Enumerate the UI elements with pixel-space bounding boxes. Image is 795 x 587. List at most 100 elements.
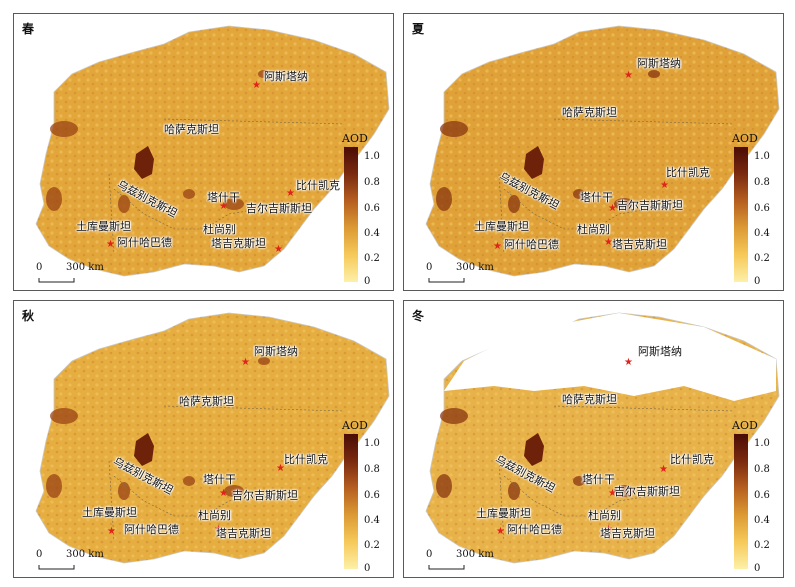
country-label-turkmenistan: 土库曼斯坦 bbox=[76, 220, 131, 233]
map-panel: 夏 ★ 阿斯塔纳 哈萨克斯坦 ★ 比什凯克 乌兹别克斯坦 ★ 塔什干 吉尔吉斯斯… bbox=[403, 13, 784, 291]
country-label-turkmenistan: 土库曼斯坦 bbox=[82, 506, 137, 519]
high-aod-area bbox=[614, 485, 634, 497]
legend-tick: 0.2 bbox=[364, 253, 380, 264]
capital-star-icon: ★ bbox=[604, 524, 613, 535]
country-label-kyrgyzstan: 吉尔吉斯斯坦 bbox=[617, 199, 683, 212]
map-panel: 冬 ★ 阿斯塔纳 哈萨克斯坦 ★ 比什凯克 乌兹别克斯坦 ★ 塔什干 吉尔吉斯斯… bbox=[403, 300, 784, 578]
legend-colorbar bbox=[344, 434, 358, 569]
legend-tick: 0.6 bbox=[754, 490, 770, 501]
scale-zero-label: 0 bbox=[426, 262, 433, 273]
capital-star-icon: ★ bbox=[286, 188, 295, 199]
map-panel: 春 ★ 阿斯塔纳 哈萨克斯坦 ★ 比什凯克 乌兹别克斯坦 ★ 塔什干 吉尔吉斯斯… bbox=[13, 13, 394, 291]
map-panel: 秋 ★ 阿斯塔纳 哈萨克斯坦 ★ 比什凯克 乌兹别克斯坦 ★ 塔什干 吉尔吉斯斯… bbox=[13, 300, 394, 578]
aod-map bbox=[35, 25, 390, 283]
country-label-kazakhstan: 哈萨克斯坦 bbox=[562, 393, 617, 406]
legend-tick: 1.0 bbox=[754, 151, 770, 162]
city-label-dushanbe: 杜尚别 bbox=[203, 223, 236, 236]
high-aod-area bbox=[614, 198, 634, 210]
capital-star-icon: ★ bbox=[659, 464, 668, 475]
scale-distance-label: 300 km bbox=[66, 262, 104, 273]
capital-star-icon: ★ bbox=[624, 357, 633, 368]
scale-bar bbox=[428, 565, 465, 570]
season-label: 冬 bbox=[412, 309, 425, 323]
country-label-tajikistan: 塔吉克斯坦 bbox=[600, 527, 655, 540]
legend-colorbar bbox=[734, 147, 748, 282]
city-label-ashgabat: 阿什哈巴德 bbox=[504, 238, 559, 251]
capital-star-icon: ★ bbox=[219, 488, 228, 499]
legend-tick: 1.0 bbox=[364, 438, 380, 449]
scale-distance-label: 300 km bbox=[66, 549, 104, 560]
city-label-bishkek: 比什凯克 bbox=[666, 166, 710, 179]
legend-tick: 0.8 bbox=[754, 177, 770, 188]
high-aod-area bbox=[258, 70, 270, 78]
legend-tick: 1.0 bbox=[364, 151, 380, 162]
legend-colorbar bbox=[734, 434, 748, 569]
city-label-dushanbe: 杜尚别 bbox=[198, 509, 231, 522]
country-label-turkmenistan: 土库曼斯坦 bbox=[474, 220, 529, 233]
legend-tick: 0.6 bbox=[364, 490, 380, 501]
capital-star-icon: ★ bbox=[252, 80, 261, 91]
high-aod-area bbox=[440, 408, 468, 424]
legend-tick: 0 bbox=[364, 563, 371, 574]
country-label-tajikistan: 塔吉克斯坦 bbox=[216, 527, 271, 540]
legend-tick: 0.2 bbox=[754, 540, 770, 551]
no-data-region bbox=[444, 313, 776, 401]
legend-tick: 0 bbox=[754, 563, 761, 574]
legend-title: AOD bbox=[342, 132, 368, 145]
city-label-astana: 阿斯塔纳 bbox=[264, 70, 308, 83]
country-label-kyrgyzstan: 吉尔吉斯斯坦 bbox=[232, 489, 298, 502]
high-aod-area bbox=[224, 485, 244, 497]
city-label-tashkent: 塔什干 bbox=[582, 473, 615, 486]
aral-sea-region bbox=[524, 433, 544, 466]
scale-distance-label: 300 km bbox=[456, 262, 494, 273]
city-label-ashgabat: 阿什哈巴德 bbox=[117, 236, 172, 249]
high-aod-area bbox=[436, 187, 452, 211]
city-label-tashkent: 塔什干 bbox=[207, 191, 240, 204]
country-label-kyrgyzstan: 吉尔吉斯斯坦 bbox=[614, 485, 680, 498]
capital-star-icon: ★ bbox=[608, 203, 617, 214]
capital-star-icon: ★ bbox=[106, 239, 115, 250]
aod-map bbox=[35, 312, 390, 570]
city-label-ashgabat: 阿什哈巴德 bbox=[507, 523, 562, 536]
high-aod-area bbox=[436, 474, 452, 498]
city-label-ashgabat: 阿什哈巴德 bbox=[124, 523, 179, 536]
legend-tick: 0.4 bbox=[754, 515, 770, 526]
capital-star-icon: ★ bbox=[493, 241, 502, 252]
legend-tick: 0.4 bbox=[754, 228, 770, 239]
legend-tick: 0.2 bbox=[754, 253, 770, 264]
legend-tick: 0.4 bbox=[364, 515, 380, 526]
city-label-bishkek: 比什凯克 bbox=[284, 453, 328, 466]
scale-zero-label: 0 bbox=[426, 549, 433, 560]
legend-colorbar bbox=[344, 147, 358, 282]
city-label-astana: 阿斯塔纳 bbox=[254, 345, 298, 358]
season-label: 夏 bbox=[412, 22, 425, 36]
legend-tick: 0.6 bbox=[364, 203, 380, 214]
capital-star-icon: ★ bbox=[274, 244, 283, 255]
legend-tick: 0 bbox=[754, 276, 761, 287]
country-label-kazakhstan: 哈萨克斯坦 bbox=[562, 106, 617, 119]
legend-tick: 0 bbox=[364, 276, 371, 287]
high-aod-area bbox=[46, 187, 62, 211]
legend-tick: 0.8 bbox=[754, 464, 770, 475]
high-aod-area bbox=[224, 198, 244, 210]
legend-tick: 0.8 bbox=[364, 464, 380, 475]
city-label-bishkek: 比什凯克 bbox=[296, 179, 340, 192]
country-label-turkmenistan: 土库曼斯坦 bbox=[476, 507, 531, 520]
legend-title: AOD bbox=[732, 419, 758, 432]
capital-star-icon: ★ bbox=[107, 526, 116, 537]
country-label-tajikistan: 塔吉克斯坦 bbox=[612, 238, 667, 251]
legend-tick: 0.6 bbox=[754, 203, 770, 214]
legend-title: AOD bbox=[732, 132, 758, 145]
city-label-tashkent: 塔什干 bbox=[580, 191, 613, 204]
scale-zero-label: 0 bbox=[36, 262, 43, 273]
country-label-kazakhstan: 哈萨克斯坦 bbox=[164, 123, 219, 136]
scale-bar bbox=[38, 565, 75, 570]
legend-tick: 0.2 bbox=[364, 540, 380, 551]
high-aod-area bbox=[440, 121, 468, 137]
aral-sea-region bbox=[134, 146, 154, 179]
aral-sea-region bbox=[134, 433, 154, 466]
country-label-tajikistan: 塔吉克斯坦 bbox=[211, 237, 266, 250]
city-label-tashkent: 塔什干 bbox=[203, 473, 236, 486]
city-label-dushanbe: 杜尚别 bbox=[588, 509, 621, 522]
city-label-astana: 阿斯塔纳 bbox=[638, 345, 682, 358]
